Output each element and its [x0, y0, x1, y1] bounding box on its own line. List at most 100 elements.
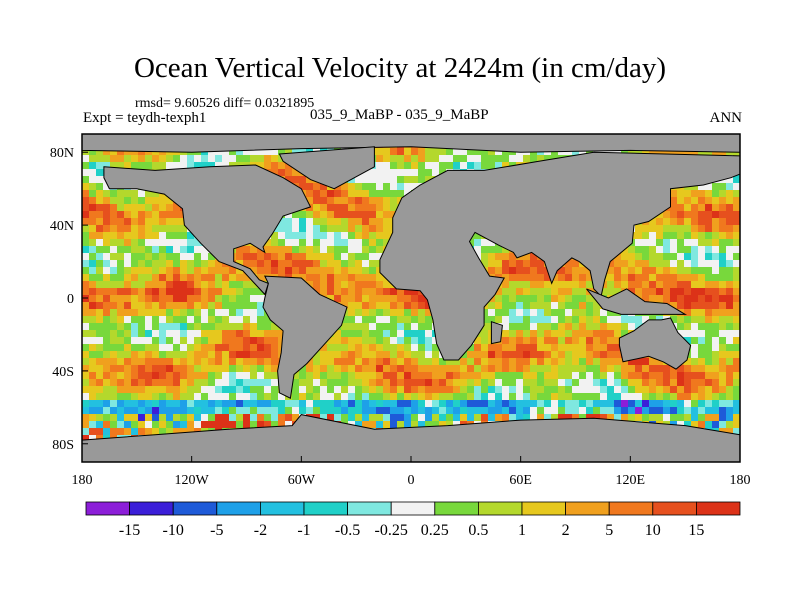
field-cell	[110, 253, 118, 261]
field-cell	[145, 274, 153, 282]
field-cell	[649, 267, 657, 275]
field-cell	[411, 309, 419, 317]
field-cell	[236, 253, 244, 261]
field-cell	[726, 239, 734, 247]
field-cell	[166, 197, 174, 205]
field-cell	[397, 183, 405, 191]
field-cell	[355, 281, 363, 289]
field-cell	[733, 211, 740, 219]
field-cell	[411, 183, 419, 191]
field-cell	[110, 204, 118, 212]
field-cell	[369, 337, 377, 345]
field-cell	[334, 407, 342, 415]
field-cell	[439, 365, 447, 373]
field-cell	[530, 274, 538, 282]
field-cell	[572, 274, 580, 282]
field-cell	[453, 155, 461, 163]
field-cell	[257, 162, 265, 170]
field-cell	[684, 400, 692, 408]
field-cell	[264, 393, 272, 401]
field-cell	[264, 323, 272, 331]
field-cell	[348, 365, 356, 373]
field-cell	[222, 365, 230, 373]
field-cell	[215, 316, 223, 324]
field-cell	[159, 414, 167, 422]
field-cell	[320, 183, 328, 191]
field-cell	[432, 169, 440, 177]
field-cell	[173, 302, 181, 310]
field-cell	[327, 232, 335, 240]
field-cell	[663, 253, 671, 261]
field-cell	[117, 274, 125, 282]
field-cell	[663, 148, 671, 156]
field-cell	[719, 337, 727, 345]
field-cell	[236, 316, 244, 324]
field-cell	[159, 379, 167, 387]
field-cell	[719, 225, 727, 233]
field-cell	[236, 309, 244, 317]
field-cell	[425, 379, 433, 387]
field-cell	[201, 274, 209, 282]
field-cell	[180, 246, 188, 254]
field-cell	[635, 148, 643, 156]
field-cell	[572, 393, 580, 401]
field-cell	[537, 267, 545, 275]
field-cell	[194, 393, 202, 401]
field-cell	[180, 239, 188, 247]
field-cell	[418, 330, 426, 338]
field-cell	[159, 358, 167, 366]
field-cell	[313, 239, 321, 247]
field-cell	[369, 274, 377, 282]
field-cell	[187, 288, 195, 296]
field-cell	[733, 295, 740, 303]
field-cell	[348, 386, 356, 394]
field-cell	[586, 414, 594, 422]
field-cell	[89, 323, 97, 331]
field-cell	[250, 379, 258, 387]
field-cell	[341, 211, 349, 219]
field-cell	[208, 393, 216, 401]
field-cell	[306, 211, 314, 219]
field-cell	[103, 400, 111, 408]
field-cell	[495, 344, 503, 352]
field-cell	[411, 330, 419, 338]
field-cell	[656, 400, 664, 408]
field-cell	[649, 400, 657, 408]
field-cell	[159, 337, 167, 345]
field-cell	[103, 316, 111, 324]
field-cell	[236, 400, 244, 408]
field-cell	[558, 344, 566, 352]
field-cell	[383, 232, 391, 240]
field-cell	[103, 148, 111, 156]
field-cell	[488, 316, 496, 324]
field-cell	[523, 386, 531, 394]
field-cell	[698, 421, 706, 429]
field-cell	[537, 365, 545, 373]
field-cell	[278, 218, 286, 226]
field-cell	[110, 379, 118, 387]
field-cell	[488, 155, 496, 163]
field-cell	[166, 218, 174, 226]
field-cell	[691, 372, 699, 380]
field-cell	[159, 232, 167, 240]
field-cell	[299, 239, 307, 247]
field-cell	[348, 211, 356, 219]
field-cell	[131, 379, 139, 387]
field-cell	[124, 225, 132, 233]
field-cell	[691, 386, 699, 394]
field-cell	[348, 337, 356, 345]
field-cell	[530, 267, 538, 275]
field-cell	[551, 337, 559, 345]
field-cell	[334, 400, 342, 408]
field-cell	[222, 155, 230, 163]
field-cell	[124, 309, 132, 317]
field-cell	[369, 302, 377, 310]
field-cell	[222, 302, 230, 310]
field-cell	[131, 302, 139, 310]
field-cell	[173, 351, 181, 359]
field-cell	[684, 386, 692, 394]
field-cell	[726, 393, 734, 401]
field-cell	[523, 309, 531, 317]
field-cell	[320, 288, 328, 296]
field-cell	[292, 400, 300, 408]
